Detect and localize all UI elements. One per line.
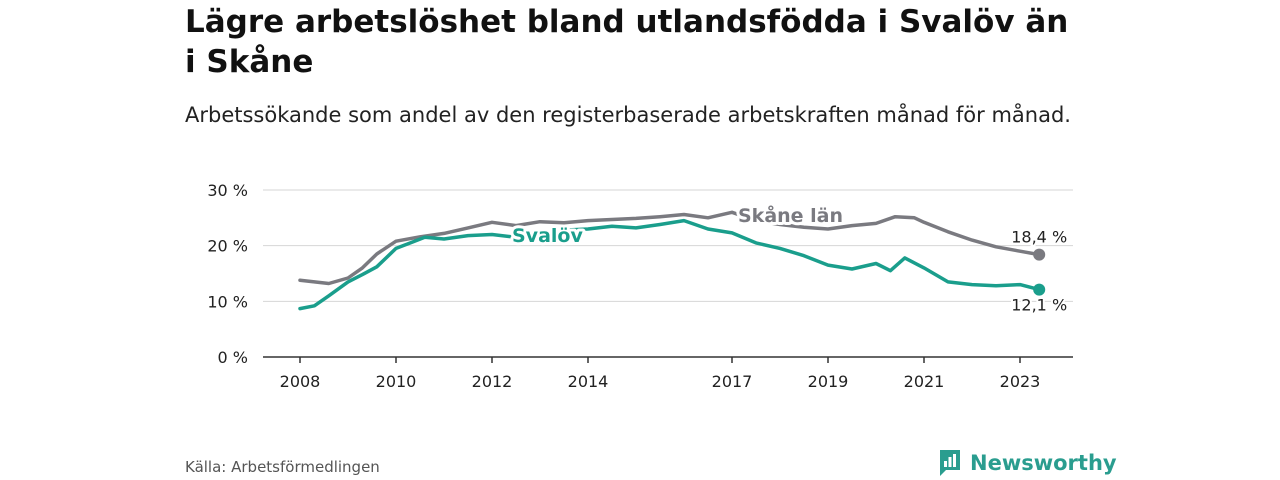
x-tick-label: 2010 xyxy=(376,372,417,391)
x-tick-label: 2017 xyxy=(712,372,753,391)
source-note: Källa: Arbetsförmedlingen xyxy=(185,458,380,476)
x-axis: 2008 2010 2012 2014 2017 2019 2021 2023 xyxy=(263,356,1073,391)
x-tick-label: 2008 xyxy=(280,372,321,391)
series-end-point xyxy=(1033,283,1046,296)
series-end-point xyxy=(1033,248,1046,261)
x-tick-label: 2019 xyxy=(808,372,849,391)
series-end-label: 12,1 % xyxy=(1011,296,1067,315)
series-lines xyxy=(298,210,1046,311)
x-tick-label: 2012 xyxy=(472,372,513,391)
y-tick-label: 0 % xyxy=(218,348,248,367)
newsworthy-brand: Newsworthy xyxy=(938,449,1117,477)
brand-name: Newsworthy xyxy=(970,451,1117,475)
series-line-skane-lan xyxy=(298,210,1041,286)
chart-subtitle: Arbetssökande som andel av den registerb… xyxy=(185,103,1071,127)
x-tick-label: 2021 xyxy=(904,372,945,391)
series-labels: 18,4 % 12,1 % Skåne län Svalöv xyxy=(509,200,1069,317)
x-tick-label: 2023 xyxy=(1000,372,1041,391)
y-tick-label: 30 % xyxy=(207,181,248,200)
gridlines xyxy=(263,189,1073,302)
series-name-label: Skåne län xyxy=(738,203,843,227)
series-line-svalov xyxy=(298,218,1041,311)
newsworthy-logo-icon xyxy=(940,450,960,476)
x-tick-label: 2014 xyxy=(568,372,609,391)
series-end-label: 18,4 % xyxy=(1011,228,1067,247)
y-tick-label: 10 % xyxy=(207,292,248,311)
series-name-label: Svalöv xyxy=(512,225,583,247)
chart-title: Lägre arbetslöshet bland utlandsfödda i … xyxy=(185,4,1069,80)
y-tick-label: 20 % xyxy=(207,237,248,256)
y-axis: 0 % 10 % 20 % 30 % xyxy=(207,181,248,367)
